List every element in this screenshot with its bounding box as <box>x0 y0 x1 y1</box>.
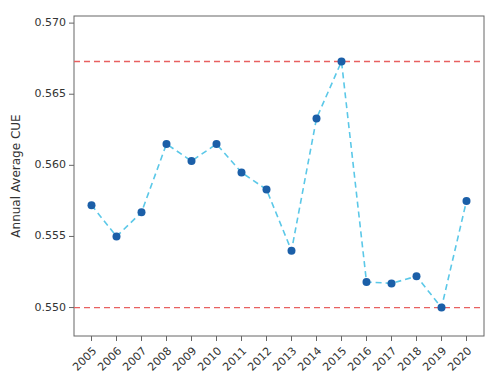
reference-line <box>74 307 484 308</box>
y-tick <box>69 307 74 308</box>
x-tick <box>141 336 142 341</box>
y-tick-label: 0.560 <box>35 158 67 171</box>
x-tick <box>216 336 217 341</box>
data-point <box>388 279 396 287</box>
x-tick <box>366 336 367 341</box>
x-tick <box>466 336 467 341</box>
x-axis: 2005200620072008200920102011201220132014… <box>70 336 474 374</box>
x-tick-label: 2005 <box>70 345 99 374</box>
x-tick <box>241 336 242 341</box>
data-point <box>88 201 96 209</box>
x-tick <box>291 336 292 341</box>
x-tick <box>441 336 442 341</box>
data-point <box>113 232 121 240</box>
x-tick-label: 2010 <box>195 345 224 374</box>
data-point <box>238 168 246 176</box>
data-point <box>163 140 171 148</box>
x-tick-label: 2014 <box>295 345 324 374</box>
x-tick-label: 2011 <box>220 345 249 374</box>
data-point <box>313 114 321 122</box>
x-tick <box>391 336 392 341</box>
x-tick-label: 2020 <box>445 345 474 374</box>
data-point <box>438 304 446 312</box>
x-tick-label: 2008 <box>145 345 174 374</box>
x-tick <box>191 336 192 341</box>
data-point <box>288 247 296 255</box>
x-tick <box>316 336 317 341</box>
x-tick-label: 2013 <box>270 345 299 374</box>
data-point <box>138 208 146 216</box>
chart-svg: 0.5500.5550.5600.5650.570200520062007200… <box>0 0 500 388</box>
y-tick-label: 0.570 <box>35 16 67 29</box>
data-point <box>463 197 471 205</box>
data-point <box>263 186 271 194</box>
data-point <box>338 58 346 66</box>
x-tick <box>266 336 267 341</box>
data-line <box>92 62 467 308</box>
x-tick <box>116 336 117 341</box>
y-tick-label: 0.550 <box>35 301 67 314</box>
x-tick-label: 2006 <box>95 345 124 374</box>
x-tick-label: 2016 <box>345 345 374 374</box>
chart-container: 0.5500.5550.5600.5650.570200520062007200… <box>0 0 500 388</box>
x-tick-label: 2017 <box>370 345 399 374</box>
x-tick <box>416 336 417 341</box>
data-point <box>188 157 196 165</box>
y-axis-label: Annual Average CUE <box>9 114 23 237</box>
data-point <box>213 140 221 148</box>
y-tick-label: 0.565 <box>35 87 67 100</box>
y-axis: 0.550 0.555 0.560 0.565 0.570 <box>35 16 75 313</box>
x-tick-label: 2019 <box>420 345 449 374</box>
y-tick <box>69 94 74 95</box>
plot-frame <box>74 16 484 336</box>
y-tick <box>69 23 74 24</box>
plot-area <box>74 58 484 312</box>
data-point <box>363 278 371 286</box>
data-point <box>413 272 421 280</box>
y-tick <box>69 165 74 166</box>
x-tick-label: 2012 <box>245 345 274 374</box>
x-tick-label: 2009 <box>170 345 199 374</box>
x-tick <box>91 336 92 341</box>
y-tick <box>69 236 74 237</box>
y-tick-label: 0.555 <box>35 229 67 242</box>
x-tick-label: 2007 <box>120 345 149 374</box>
x-tick <box>341 336 342 341</box>
x-tick-label: 2018 <box>395 345 424 374</box>
reference-line <box>74 61 484 62</box>
x-tick <box>166 336 167 341</box>
x-tick-label: 2015 <box>320 345 349 374</box>
